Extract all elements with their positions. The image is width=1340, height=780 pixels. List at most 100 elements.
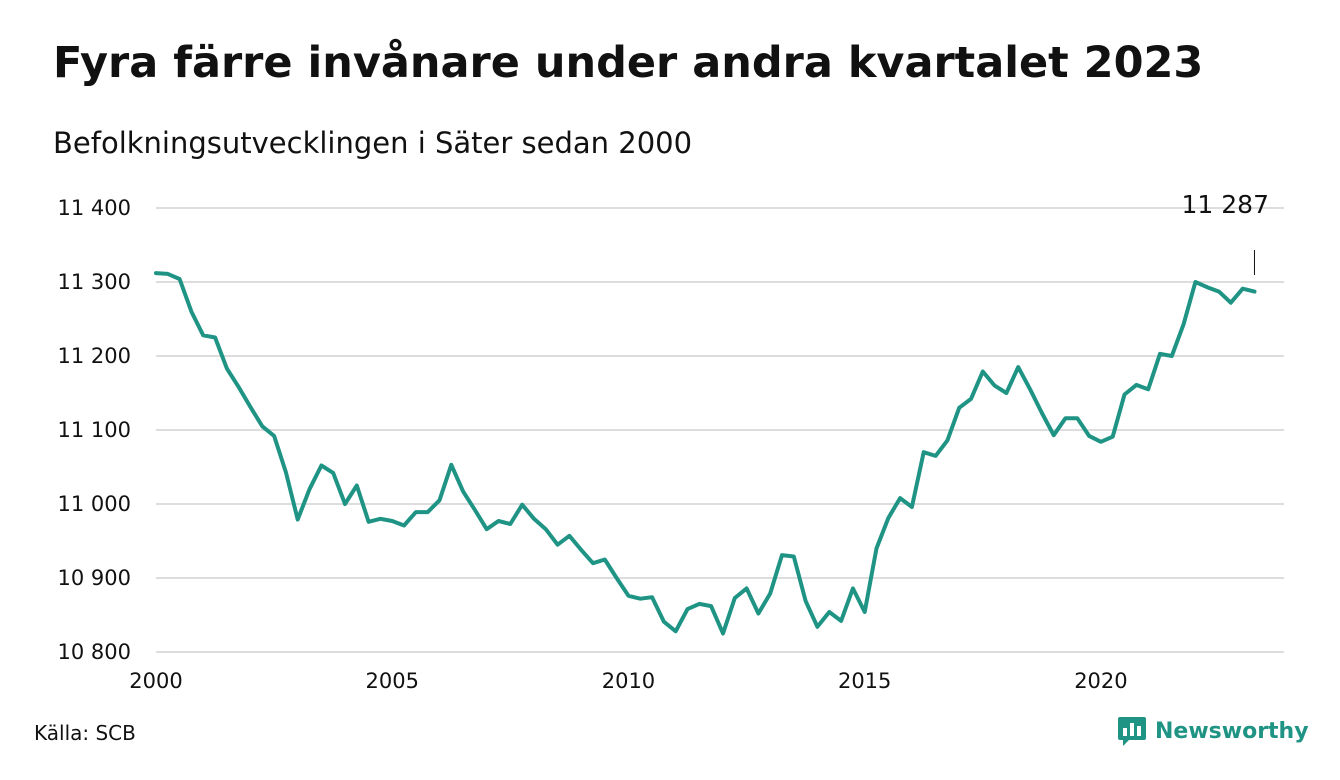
data-point <box>733 596 737 600</box>
data-point <box>1182 322 1186 326</box>
data-point <box>1217 290 1221 294</box>
x-tick-label: 2010 <box>602 669 655 693</box>
data-point <box>686 607 690 611</box>
data-point <box>827 610 831 614</box>
data-point <box>993 384 997 388</box>
data-point <box>898 496 902 500</box>
data-point <box>390 519 394 523</box>
data-point <box>1016 365 1020 369</box>
data-point <box>1205 285 1209 289</box>
y-tick-label: 11 200 <box>58 344 131 368</box>
data-point <box>154 271 158 275</box>
bar-chart-logo-icon <box>1118 717 1146 746</box>
data-point <box>697 602 701 606</box>
data-point <box>756 612 760 616</box>
data-point <box>567 534 571 538</box>
data-point <box>1170 354 1174 358</box>
source-note: Källa: SCB <box>34 721 136 745</box>
y-axis-ticks: 10 800 10 900 11 000 11 100 11 200 11 300 11 4… <box>58 196 131 664</box>
data-point <box>662 620 666 624</box>
y-tick-label: 11 300 <box>58 270 131 294</box>
data-point <box>437 498 441 502</box>
data-point <box>1241 287 1245 291</box>
series-line <box>154 271 1257 636</box>
data-point <box>461 489 465 493</box>
data-point <box>544 527 548 531</box>
data-point <box>532 517 536 521</box>
data-point <box>284 470 288 474</box>
y-tick-label: 11 100 <box>58 418 131 442</box>
data-point <box>1158 352 1162 356</box>
y-tick-label: 11 400 <box>58 196 131 220</box>
data-point <box>957 406 961 410</box>
x-tick-label: 2005 <box>366 669 419 693</box>
data-point <box>1146 387 1150 391</box>
annotation-layer: 11 287 <box>1182 190 1269 275</box>
data-point <box>260 424 264 428</box>
data-point <box>638 597 642 601</box>
data-point <box>579 548 583 552</box>
data-point <box>308 487 312 491</box>
data-point <box>178 277 182 281</box>
data-point <box>378 517 382 521</box>
x-tick-label: 2020 <box>1074 669 1127 693</box>
data-point <box>355 484 359 488</box>
data-point <box>237 385 241 389</box>
data-point <box>1193 280 1197 284</box>
data-point <box>1075 416 1079 420</box>
data-point <box>1252 290 1256 294</box>
data-point <box>1229 301 1233 305</box>
data-point <box>863 610 867 614</box>
data-point <box>839 619 843 623</box>
data-point <box>591 561 595 565</box>
data-point <box>875 546 879 550</box>
data-point <box>449 463 453 467</box>
data-point <box>922 450 926 454</box>
data-point <box>804 599 808 603</box>
data-point <box>248 405 252 409</box>
data-point <box>296 518 300 522</box>
data-point <box>485 527 489 531</box>
x-tick-label: 2000 <box>129 669 182 693</box>
data-point <box>603 558 607 562</box>
data-point <box>402 523 406 527</box>
y-tick-label: 10 800 <box>58 640 131 664</box>
data-point <box>225 367 229 371</box>
data-point <box>934 454 938 458</box>
data-point <box>1040 411 1044 415</box>
data-point <box>815 625 819 629</box>
data-point <box>331 471 335 475</box>
chart-title: Fyra färre invånare under andra kvartale… <box>53 38 1204 88</box>
data-point <box>414 510 418 514</box>
data-point <box>1111 435 1115 439</box>
data-point <box>945 438 949 442</box>
data-point <box>556 543 560 547</box>
chart-subtitle: Befolkningsutvecklingen i Säter sedan 20… <box>53 126 693 160</box>
data-point <box>189 310 193 314</box>
data-point <box>721 632 725 636</box>
data-point <box>1004 391 1008 395</box>
brand-logo: Newsworthy <box>1117 713 1309 749</box>
data-point <box>768 592 772 596</box>
brand-name: Newsworthy <box>1155 718 1309 744</box>
data-point <box>709 604 713 608</box>
data-point <box>497 519 501 523</box>
grid-lines <box>156 207 1284 653</box>
data-point <box>780 553 784 557</box>
data-point <box>213 336 217 340</box>
data-point <box>615 576 619 580</box>
data-point <box>886 516 890 520</box>
data-point <box>745 586 749 590</box>
data-point <box>1123 392 1127 396</box>
data-point <box>1028 387 1032 391</box>
data-point <box>1134 383 1138 387</box>
data-point <box>272 434 276 438</box>
data-point <box>473 508 477 512</box>
data-point <box>1052 433 1056 437</box>
data-point <box>367 520 371 524</box>
data-point <box>674 629 678 633</box>
data-point <box>910 505 914 509</box>
data-point <box>520 503 524 507</box>
data-point <box>166 272 170 276</box>
